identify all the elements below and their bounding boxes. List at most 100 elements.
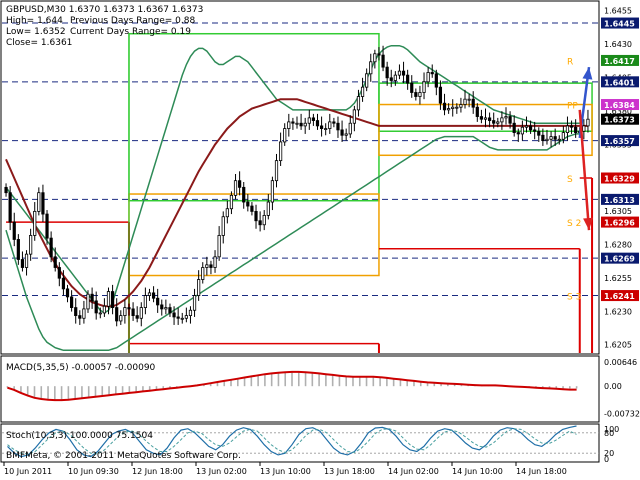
candle-body	[393, 74, 397, 81]
candle-body	[33, 210, 37, 236]
candle	[164, 299, 168, 315]
price-label-text: 1.6401	[604, 78, 635, 87]
candle-body	[508, 116, 512, 124]
candle-body	[418, 92, 422, 97]
price-tick-3: 1.6380	[604, 107, 632, 116]
time-axis: 10 Jun 2011 10 Jun 09:30 12 Jun 18:00 13 Ju…	[3, 462, 567, 476]
candle-body	[61, 277, 66, 290]
candle-body	[348, 122, 352, 135]
candle	[78, 310, 82, 325]
candle-body	[45, 213, 49, 239]
main-panel-frame	[0, 0, 600, 355]
candle	[401, 61, 406, 84]
pivot-label-3: S 2	[567, 219, 581, 229]
candle-body	[254, 210, 258, 222]
candle	[102, 298, 106, 317]
price-tick-6: 1.6305	[604, 207, 632, 216]
candle-body	[516, 132, 520, 135]
candle	[537, 127, 541, 142]
candle	[483, 108, 488, 128]
candle	[434, 69, 438, 96]
candle-body	[414, 92, 418, 97]
candle-body	[217, 235, 221, 258]
candle	[8, 186, 12, 231]
candle	[348, 115, 352, 138]
symbol-line: GBPUSD,M30 1.6370 1.6373 1.6367 1.6373	[6, 5, 203, 15]
candle	[160, 299, 164, 316]
candle	[184, 307, 188, 323]
candle	[365, 68, 369, 92]
candle	[29, 228, 33, 261]
candle-body	[459, 104, 463, 108]
price-label-text: 1.6329	[604, 175, 635, 184]
candle-body	[266, 201, 270, 216]
candle	[500, 111, 504, 130]
candle	[98, 307, 102, 319]
price-label-bg	[601, 99, 639, 111]
candle-body	[135, 315, 139, 319]
low-text: Low= 1.6352	[6, 27, 66, 37]
price-label-2: 1.6401	[601, 76, 639, 88]
candle	[545, 129, 549, 145]
candle-body	[299, 122, 303, 127]
pivot-label-0: R	[567, 57, 573, 67]
price-tick-1: 1.6430	[604, 40, 632, 49]
candle	[266, 194, 270, 220]
price-label-bg	[601, 216, 639, 228]
candle	[307, 109, 311, 130]
price-label-1: 1.6417	[601, 54, 639, 66]
candle	[319, 116, 324, 137]
candle-body	[381, 54, 385, 68]
candle	[418, 85, 422, 105]
candle	[143, 287, 147, 315]
candle	[57, 262, 61, 287]
close-text: Close= 1.6361	[6, 38, 72, 48]
candle	[192, 288, 197, 317]
time-label-4: 13 Jun 10:00	[260, 467, 311, 476]
candle-body	[151, 292, 156, 299]
price-label-bg	[601, 135, 639, 147]
candle	[45, 210, 49, 245]
candle	[279, 132, 283, 166]
candle-body	[369, 61, 373, 75]
candle	[528, 120, 533, 134]
macd-tick-0: 0.00646	[604, 358, 637, 367]
candle	[225, 200, 229, 224]
candle-body	[582, 125, 586, 132]
candle	[430, 64, 434, 78]
candle-body	[110, 291, 115, 308]
candle	[369, 53, 373, 82]
candle	[250, 202, 254, 216]
candle-body	[209, 264, 213, 268]
candle	[258, 211, 262, 232]
candle	[94, 291, 98, 320]
candle	[135, 306, 139, 323]
candle-body	[360, 86, 365, 97]
candle-body	[455, 106, 459, 109]
price-tick-9: 1.6230	[604, 307, 632, 316]
bollinger-bands	[5, 44, 580, 352]
time-label-5: 13 Jun 18:00	[324, 467, 375, 476]
price-label-0: 1.6445	[601, 17, 639, 29]
candle	[414, 88, 418, 101]
candle	[115, 298, 119, 327]
price-label-text: 1.6373	[604, 116, 635, 125]
candle	[471, 91, 475, 114]
candle-body	[463, 98, 467, 105]
price-label-3: 1.6384	[601, 99, 639, 111]
candle-body	[406, 74, 410, 84]
candle-body	[483, 117, 488, 120]
candle-body	[492, 120, 496, 124]
stoch-signal-line	[7, 428, 577, 455]
candle-body	[94, 300, 98, 314]
candle-body	[352, 109, 356, 124]
price-tick-10: 1.6205	[604, 341, 632, 350]
candle	[86, 290, 90, 313]
candle	[24, 250, 29, 276]
candle-body	[123, 307, 127, 316]
candle	[447, 103, 451, 114]
candle-body	[397, 70, 402, 76]
candle-body	[274, 160, 279, 182]
candle-body	[373, 53, 377, 63]
